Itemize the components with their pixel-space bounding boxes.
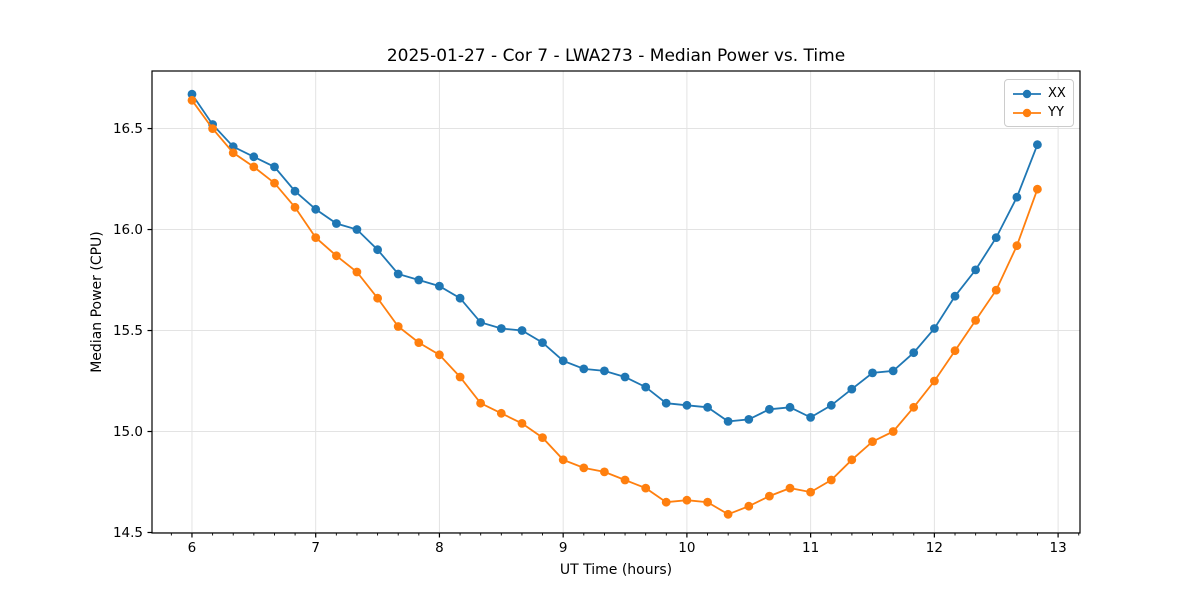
legend-label-YY: YY <box>1048 105 1064 120</box>
series-XX-markers <box>187 89 1042 426</box>
x-tick-label: 12 <box>926 540 943 556</box>
x-tick-label: 6 <box>188 540 197 556</box>
x-tick-label: 10 <box>678 540 695 556</box>
legend-sample-YY <box>1013 108 1041 117</box>
y-axis: 14.5 15.0 15.5 16.0 16.5 <box>113 121 152 541</box>
grid <box>152 71 1080 533</box>
y-tick-label: 15.5 <box>113 323 143 339</box>
axes-spines <box>151 70 1081 534</box>
legend-item-YY: YY <box>1012 103 1067 122</box>
series-YY-line <box>191 99 1039 516</box>
y-tick-label: 16.0 <box>113 222 143 238</box>
series-XX-line <box>191 93 1039 423</box>
chart-title: 2025-01-27 - Cor 7 - LWA273 - Median Pow… <box>386 46 846 66</box>
x-tick-label: 9 <box>559 540 568 556</box>
x-axis: 6 7 8 9 10 11 12 13 <box>170 533 1080 556</box>
legend: XX YY <box>1004 79 1074 127</box>
x-tick-label: 8 <box>435 540 444 556</box>
legend-label-XX: XX <box>1048 86 1066 101</box>
x-tick-label: 13 <box>1050 540 1067 556</box>
y-tick-label: 16.5 <box>113 121 143 137</box>
x-tick-label: 11 <box>802 540 819 556</box>
y-tick-label: 15.0 <box>113 424 143 440</box>
x-tick-label: 7 <box>311 540 320 556</box>
legend-item-XX: XX <box>1012 84 1067 103</box>
y-axis-label-text: Median Power (CPU) <box>89 231 105 373</box>
x-axis-label: UT Time (hours) <box>559 562 673 578</box>
legend-sample-XX <box>1013 89 1041 98</box>
series-YY-markers <box>187 95 1042 519</box>
y-tick-label: 14.5 <box>113 525 143 541</box>
